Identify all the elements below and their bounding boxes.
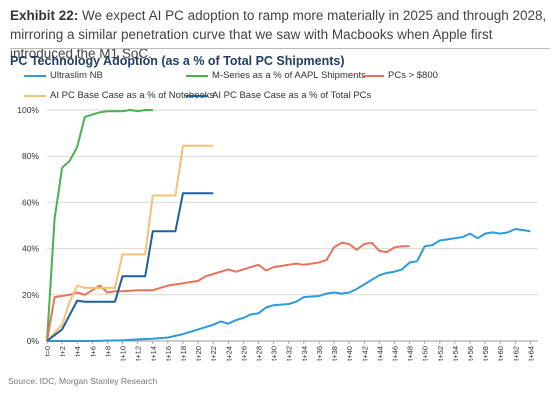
x-tick-label: t+18 (179, 346, 188, 361)
x-tick-label: t+4 (73, 346, 82, 357)
y-tick-label: 60% (22, 197, 39, 207)
x-tick-label: t+42 (360, 346, 369, 361)
x-tick-label: t+56 (466, 346, 475, 361)
x-tick-label: t+38 (330, 346, 339, 361)
x-tick-label: t+28 (255, 346, 264, 361)
x-tick-label: t+40 (345, 346, 354, 361)
x-tick-label: t=0 (43, 346, 52, 357)
x-tick-label: t+16 (164, 346, 173, 361)
x-tick-label: t+10 (119, 346, 128, 361)
series-line-4 (46, 192, 214, 342)
x-tick-label: t+14 (149, 346, 158, 361)
y-tick-label: 80% (22, 151, 39, 161)
x-tick-label: t+26 (239, 346, 248, 361)
x-tick-label: t+22 (209, 346, 218, 361)
x-tick-label: t+2 (58, 346, 67, 357)
x-tick-label: t+12 (134, 346, 143, 361)
exhibit-text: We expect AI PC adoption to ramp more ma… (10, 8, 547, 61)
exhibit-caption: Exhibit 22: We expect AI PC adoption to … (10, 6, 555, 63)
x-tick-label: t+32 (285, 346, 294, 361)
y-tick-label: 100% (17, 105, 39, 115)
x-tick-label: t+36 (315, 346, 324, 361)
series-line-0 (47, 228, 531, 342)
x-tick-label: t+6 (88, 346, 97, 357)
x-tick-label: t+8 (103, 346, 112, 357)
series-line-1 (46, 109, 153, 342)
y-tick-label: 40% (22, 244, 39, 254)
x-tick-label: t+60 (496, 346, 505, 361)
x-tick-label: t+30 (270, 346, 279, 361)
x-tick-label: t+48 (406, 346, 415, 361)
x-tick-label: t+50 (421, 346, 430, 361)
y-tick-label: 0% (27, 336, 40, 346)
header-divider (10, 48, 550, 49)
chart-title: PC Technology Adoption (as a % of Total … (10, 54, 345, 68)
x-tick-label: t+46 (390, 346, 399, 361)
x-tick-label: t+44 (375, 346, 384, 361)
series-line-2 (46, 241, 410, 342)
source-note: Source: IDC, Morgan Stanley Research (8, 376, 158, 386)
x-tick-label: t+52 (436, 346, 445, 361)
x-tick-label: t+24 (224, 346, 233, 361)
x-tick-label: t+20 (194, 346, 203, 361)
x-tick-label: t+54 (451, 346, 460, 361)
x-tick-label: t+58 (481, 346, 490, 361)
x-tick-label: t+34 (300, 346, 309, 361)
x-tick-label: t+64 (526, 346, 535, 361)
exhibit-label: Exhibit 22: (10, 8, 79, 23)
x-tick-label: t+62 (511, 346, 520, 361)
y-tick-label: 20% (22, 290, 39, 300)
series-line-3 (46, 144, 214, 342)
